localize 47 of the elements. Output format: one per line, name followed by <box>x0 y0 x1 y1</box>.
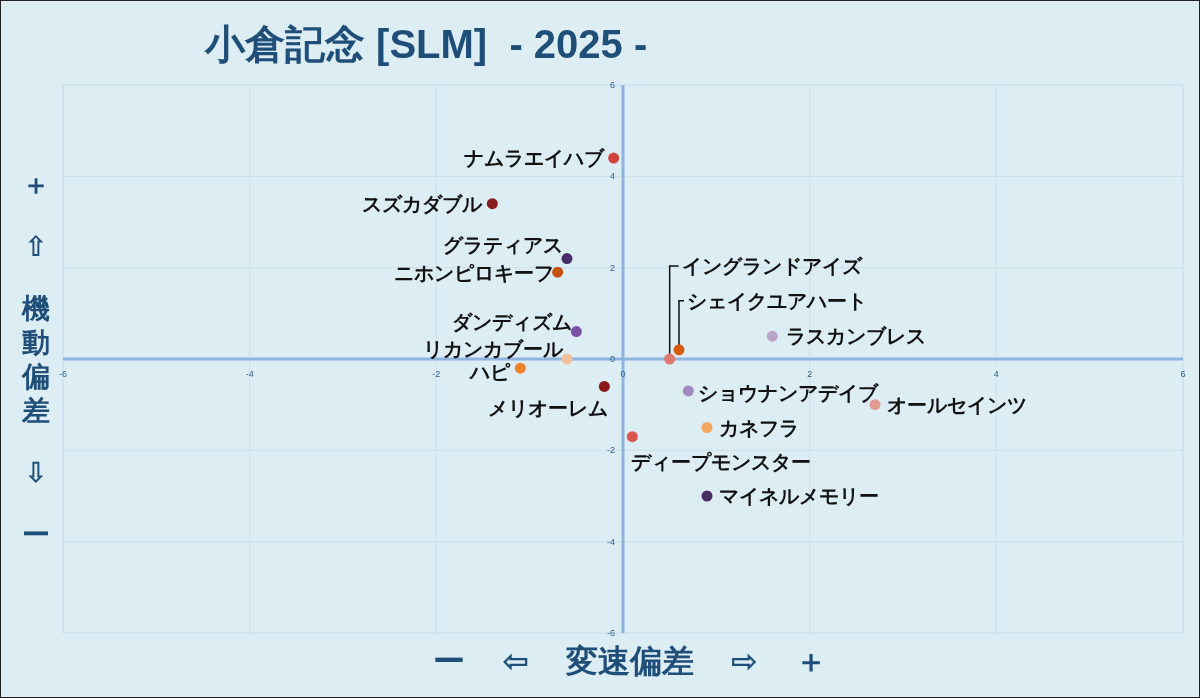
x-axis-title: ー ⇦ 変速偏差 ⇨ ＋ <box>433 643 827 679</box>
point <box>570 326 582 338</box>
x-tick-label: 2 <box>807 369 813 379</box>
y-tick-label: 2 <box>609 262 615 273</box>
series-label: ハピ <box>468 361 512 384</box>
series-label: ディープモンスター <box>631 450 812 473</box>
x-tick-label: -4 <box>245 369 254 379</box>
point <box>673 344 685 356</box>
point <box>608 152 620 164</box>
point <box>682 385 694 397</box>
series-label: ラスカンブレス <box>786 325 927 348</box>
point <box>664 353 676 365</box>
y-tick-label: 0 <box>609 354 615 364</box>
series-label: スズカダブル <box>362 192 484 215</box>
point <box>701 490 713 502</box>
series-label: ニホンピロキーフ <box>393 262 554 285</box>
series-label: ショウナンアデイブ <box>698 381 880 404</box>
x-tick-label: -2 <box>432 369 441 379</box>
text: イングランドアイズ <box>681 255 863 277</box>
y-tick-label: 4 <box>609 171 615 182</box>
x-tick-label: 0 <box>620 369 626 379</box>
point <box>701 422 713 433</box>
point <box>561 253 573 265</box>
series-label: オールセインツ <box>887 393 1027 416</box>
series-label: グラティアス <box>443 233 563 256</box>
y-tick-label: 6 <box>609 80 615 90</box>
series-label: メリオーレム <box>488 397 609 420</box>
series-label: マイネルメモリー <box>719 485 879 507</box>
series-label: ダンディズム <box>452 310 573 333</box>
point <box>514 362 526 374</box>
point <box>598 380 610 392</box>
series-label: リカンカブール <box>423 338 564 360</box>
chart-title: 小倉記念 [SLM] - 2025 - <box>204 22 648 66</box>
point <box>486 198 498 210</box>
y-axis-title: ＋ ⇧ 機動偏差 ⇩ ー <box>21 169 50 551</box>
y-tick-label: -2 <box>606 445 615 456</box>
point <box>626 431 638 443</box>
series-label: シェイクユアハート <box>687 289 867 312</box>
y-tick-label: -6 <box>606 628 615 638</box>
x-tick-label: 6 <box>1180 369 1186 379</box>
x-tick-label: -6 <box>58 369 68 379</box>
x-tick-label: 4 <box>993 369 999 379</box>
point <box>766 330 778 342</box>
y-tick-label: -4 <box>606 536 615 547</box>
series-label: カネフラ <box>719 416 799 439</box>
point <box>552 266 564 278</box>
series-label: ナムラエイハブ <box>463 147 605 170</box>
